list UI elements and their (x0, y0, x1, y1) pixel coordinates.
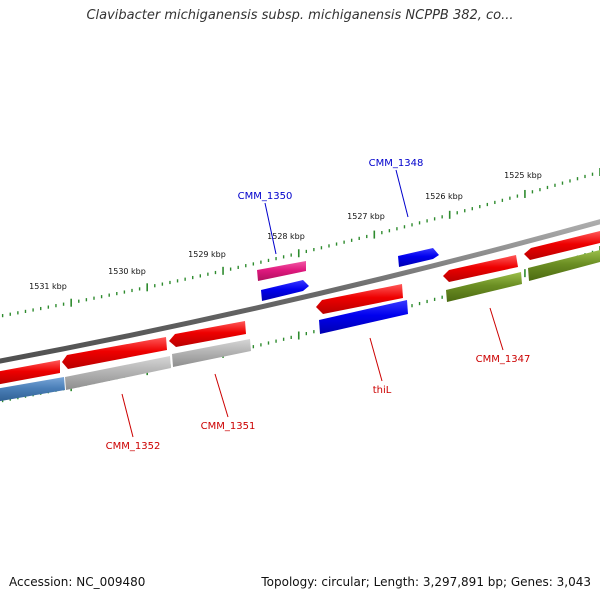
scale-label-1528: 1528 kbp (267, 232, 305, 241)
leader-line-3 (489, 307, 504, 351)
gene-cmm-1348[interactable] (398, 248, 439, 267)
leader-line-4 (214, 373, 229, 418)
gene-thil[interactable] (316, 284, 403, 314)
scale-label-1529: 1529 kbp (188, 250, 226, 259)
gene-cmm-1347-olive[interactable] (446, 272, 522, 302)
gene-label-cmm-1347[interactable]: CMM_1347 (476, 354, 531, 365)
gene-labels: CMM_1350 CMM_1348 thiL CMM_1347 CMM_1351… (106, 158, 531, 452)
gene-label-cmm-1348[interactable]: CMM_1348 (369, 158, 424, 169)
genome-title: Clavibacter michiganensis subsp. michiga… (86, 8, 514, 23)
gene-row2-gray-2[interactable] (172, 339, 251, 367)
genome-backbone (0, 219, 600, 364)
plus-strand-genes (257, 231, 600, 281)
gene-label-leaders (121, 169, 504, 438)
accession-text: Accession: NC_009480 (9, 575, 146, 589)
scale-labels: 1531 kbp 1530 kbp 1529 kbp 1528 kbp 1527… (29, 171, 542, 291)
gene-cmm-1351[interactable] (169, 321, 246, 347)
leader-line-0 (264, 202, 277, 255)
gene-row2-gray-1[interactable] (65, 356, 171, 390)
upper-scale-ticks (1, 168, 600, 318)
minus-strand-genes-row1 (0, 255, 518, 385)
gene-thil-blue[interactable] (319, 300, 408, 334)
gene-label-cmm-1350[interactable]: CMM_1350 (238, 191, 293, 202)
scale-label-1525: 1525 kbp (504, 171, 542, 180)
gene-cmm-1350-blue[interactable] (261, 280, 309, 301)
minus-strand-genes-row2 (0, 250, 600, 402)
gene-cmm-1347[interactable] (443, 255, 518, 282)
gene-cmm-1352[interactable] (62, 337, 167, 369)
gene-label-thil[interactable]: thiL (373, 385, 392, 396)
gene-row1-left[interactable] (0, 360, 60, 385)
scale-label-1527: 1527 kbp (347, 212, 385, 221)
topology-summary: Topology: circular; Length: 3,297,891 bp… (261, 575, 591, 589)
gene-row2-olive-right[interactable] (528, 250, 600, 281)
gene-label-cmm-1351[interactable]: CMM_1351 (201, 421, 256, 432)
leader-line-1 (395, 169, 409, 218)
leader-line-5 (121, 393, 134, 438)
scale-label-1530: 1530 kbp (108, 267, 146, 276)
scale-label-1531: 1531 kbp (29, 282, 67, 291)
leader-line-2 (369, 337, 383, 382)
scale-label-1526: 1526 kbp (425, 192, 463, 201)
gene-cmm-1350[interactable] (257, 261, 306, 281)
gene-row2-steel[interactable] (0, 377, 65, 402)
gene-label-cmm-1352[interactable]: CMM_1352 (106, 441, 161, 452)
plus-strand-genes-row2 (261, 280, 408, 334)
gene-plus-right[interactable] (524, 231, 600, 260)
